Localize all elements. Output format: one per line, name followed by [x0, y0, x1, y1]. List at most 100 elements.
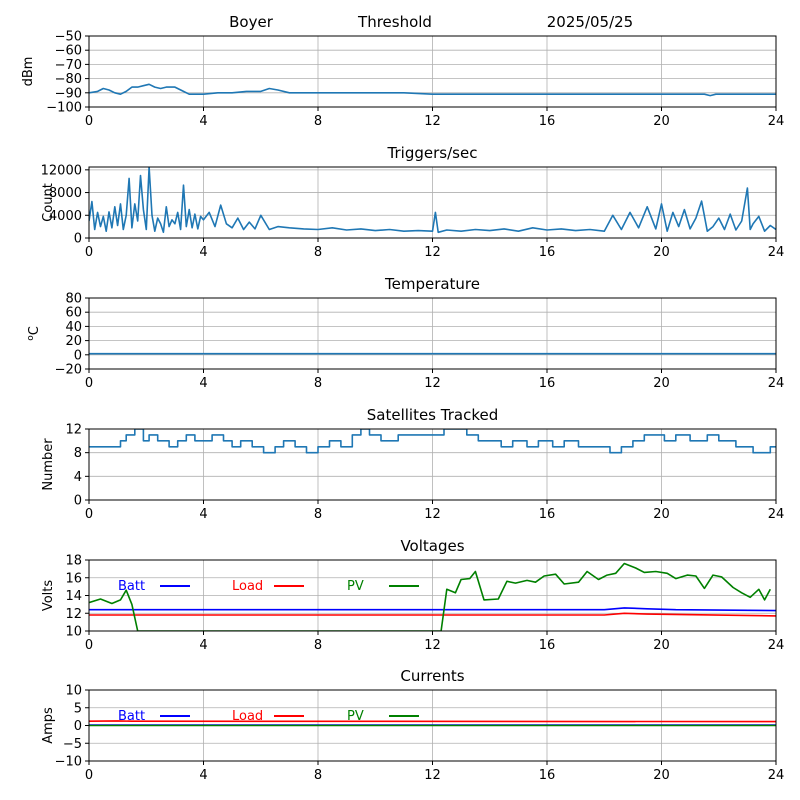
x-tick-label: 12	[424, 114, 441, 129]
x-tick-label: 20	[653, 376, 670, 391]
y-axis-label: Volts	[41, 580, 56, 612]
legend-label-batt: Batt	[118, 579, 145, 594]
x-tick-label: 4	[199, 114, 207, 129]
y-tick-label: 0	[74, 348, 82, 363]
panel-6: 0 4 8 12 16 20 24 −10 −5 0 5 10 Currents Amps Batt Load…	[41, 667, 784, 783]
x-tick-label: 12	[424, 376, 441, 391]
x-tick-label: 12	[424, 768, 441, 783]
x-tick-label: 8	[314, 114, 322, 129]
y-tick-label: 12	[65, 423, 82, 438]
y-axis-label: Count	[41, 183, 56, 222]
x-tick-label: 24	[768, 638, 785, 653]
x-tick-label: 0	[85, 114, 93, 129]
series-line	[89, 83, 776, 97]
x-tick-label: 16	[539, 245, 556, 260]
page-header: Boyer Threshold 2025/05/25	[229, 13, 633, 31]
legend-label-load: Load	[232, 579, 263, 594]
x-tick-label: 4	[199, 768, 207, 783]
y-tick-label: 60	[65, 306, 82, 321]
x-tick-label: 8	[314, 638, 322, 653]
x-tick-label: 4	[199, 638, 207, 653]
x-tick-label: 4	[199, 376, 207, 391]
x-tick-label: 24	[768, 768, 785, 783]
x-tick-label: 20	[653, 507, 670, 522]
x-tick-label: 4	[199, 507, 207, 522]
x-tick-label: 24	[768, 376, 785, 391]
x-tick-label: 24	[768, 507, 785, 522]
x-tick-label: 8	[314, 376, 322, 391]
y-tick-label: −70	[55, 58, 82, 73]
y-tick-label: 4	[74, 470, 82, 485]
y-tick-label: −60	[55, 44, 82, 59]
x-tick-label: 8	[314, 768, 322, 783]
x-tick-label: 0	[85, 768, 93, 783]
panel-1: 0 4 8 12 16 20 24 −100−90−80−70−60−50 dBm	[21, 30, 784, 130]
x-tick-label: 16	[539, 768, 556, 783]
series-line-pv	[89, 562, 772, 631]
y-tick-label: −90	[55, 86, 82, 101]
legend-label-pv: PV	[347, 579, 364, 594]
y-tick-label: −10	[55, 755, 82, 770]
y-axis-label: oC	[26, 326, 42, 341]
panel-title: Currents	[400, 667, 464, 685]
x-tick-label: 4	[199, 245, 207, 260]
series-line-load	[89, 612, 776, 617]
panel-2: 0 4 8 12 16 20 24 0 4000 8000 12000 Triggers/sec Cou…	[41, 144, 785, 260]
y-tick-label: −80	[55, 72, 82, 87]
series-line-batt	[89, 607, 776, 612]
x-tick-label: 12	[424, 245, 441, 260]
y-axis-label: Number	[41, 438, 56, 491]
panel-4: 0 4 8 12 16 20 24 0 4 8 12 Satellites Tracked Number	[41, 406, 784, 522]
header-mode: Threshold	[357, 13, 432, 31]
y-axis-label: Amps	[41, 707, 56, 744]
panel-title: Triggers/sec	[387, 144, 478, 162]
x-tick-label: 12	[424, 507, 441, 522]
y-tick-label: 8000	[49, 186, 82, 201]
y-tick-label: −20	[55, 363, 82, 378]
series-line	[89, 429, 776, 454]
panel-5: 0 4 8 12 16 20 24 10 12 14 16 18 Voltages Volts Batt Lo…	[41, 537, 784, 653]
x-tick-label: 20	[653, 638, 670, 653]
x-tick-label: 16	[539, 638, 556, 653]
y-tick-label: 12	[65, 607, 82, 622]
x-tick-label: 20	[653, 768, 670, 783]
x-tick-label: 8	[314, 507, 322, 522]
x-tick-label: 24	[768, 245, 785, 260]
legend-label-load: Load	[232, 709, 263, 724]
y-tick-label: −5	[63, 737, 82, 752]
y-tick-label: 12000	[41, 163, 82, 178]
y-tick-label: 0	[74, 494, 82, 509]
x-tick-label: 0	[85, 376, 93, 391]
series-line-load	[89, 720, 776, 723]
x-tick-label: 20	[653, 114, 670, 129]
y-tick-label: 4000	[49, 209, 82, 224]
y-tick-label: 40	[65, 320, 82, 335]
y-tick-label: 20	[65, 334, 82, 349]
y-tick-label: 0	[74, 232, 82, 247]
y-tick-label: 16	[65, 571, 82, 586]
y-tick-label: 5	[74, 701, 82, 716]
legend-label-batt: Batt	[118, 709, 145, 724]
y-tick-label: 8	[74, 446, 82, 461]
x-tick-label: 0	[85, 507, 93, 522]
y-tick-label: −100	[46, 101, 82, 116]
y-tick-label: 10	[65, 684, 82, 699]
panel-title: Voltages	[400, 537, 464, 555]
y-axis-label: dBm	[21, 57, 36, 87]
y-tick-label: 80	[65, 292, 82, 307]
x-tick-label: 8	[314, 245, 322, 260]
y-tick-label: 14	[65, 589, 82, 604]
panel-title: Temperature	[384, 275, 480, 293]
x-tick-label: 0	[85, 638, 93, 653]
x-tick-label: 12	[424, 638, 441, 653]
y-tick-label: 10	[65, 625, 82, 640]
header-station: Boyer	[229, 13, 274, 31]
x-tick-label: 16	[539, 376, 556, 391]
y-tick-label: 0	[74, 719, 82, 734]
y-tick-label: −50	[55, 30, 82, 45]
legend-label-pv: PV	[347, 709, 364, 724]
x-tick-label: 16	[539, 507, 556, 522]
